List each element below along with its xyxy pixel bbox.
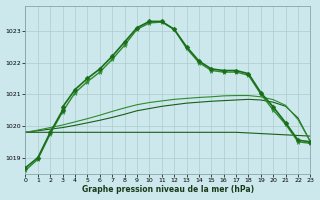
X-axis label: Graphe pression niveau de la mer (hPa): Graphe pression niveau de la mer (hPa): [82, 185, 254, 194]
